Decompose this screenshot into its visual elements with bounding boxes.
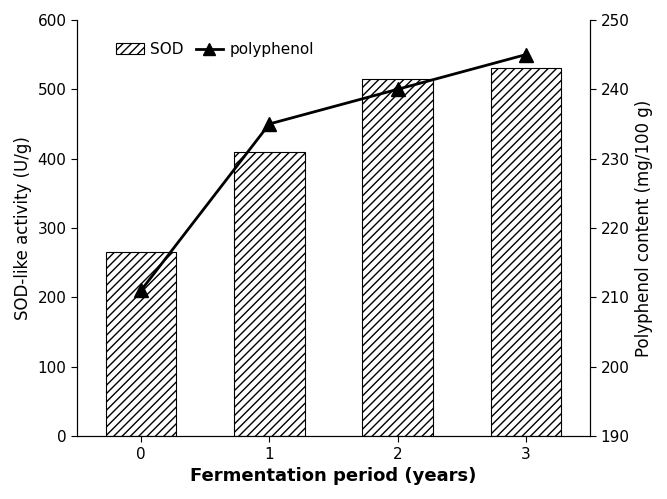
Y-axis label: SOD-like activity (U/g): SOD-like activity (U/g) xyxy=(14,136,32,320)
X-axis label: Fermentation period (years): Fermentation period (years) xyxy=(190,467,477,485)
Bar xyxy=(362,79,433,436)
Legend: SOD, polyphenol: SOD, polyphenol xyxy=(110,36,320,63)
Y-axis label: Polyphenol content (mg/100 g): Polyphenol content (mg/100 g) xyxy=(635,99,653,357)
Bar xyxy=(106,252,176,436)
Bar xyxy=(234,152,305,436)
Bar xyxy=(491,68,561,436)
